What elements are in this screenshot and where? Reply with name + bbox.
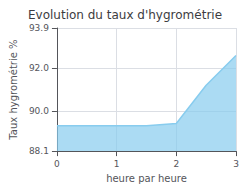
svg-text:90.0: 90.0 <box>29 106 49 116</box>
svg-text:Evolution du taux d'hygrométri: Evolution du taux d'hygrométrie <box>28 8 222 22</box>
svg-text:1: 1 <box>114 159 120 169</box>
svg-text:2: 2 <box>173 159 179 169</box>
svg-text:0: 0 <box>54 159 60 169</box>
svg-text:3: 3 <box>233 159 239 169</box>
svg-text:heure par heure: heure par heure <box>106 173 187 184</box>
svg-text:92.0: 92.0 <box>29 63 49 73</box>
svg-text:88.1: 88.1 <box>29 146 49 156</box>
svg-text:93.9: 93.9 <box>29 23 49 33</box>
svg-text:Taux hygrométrie %: Taux hygrométrie % <box>8 39 19 140</box>
